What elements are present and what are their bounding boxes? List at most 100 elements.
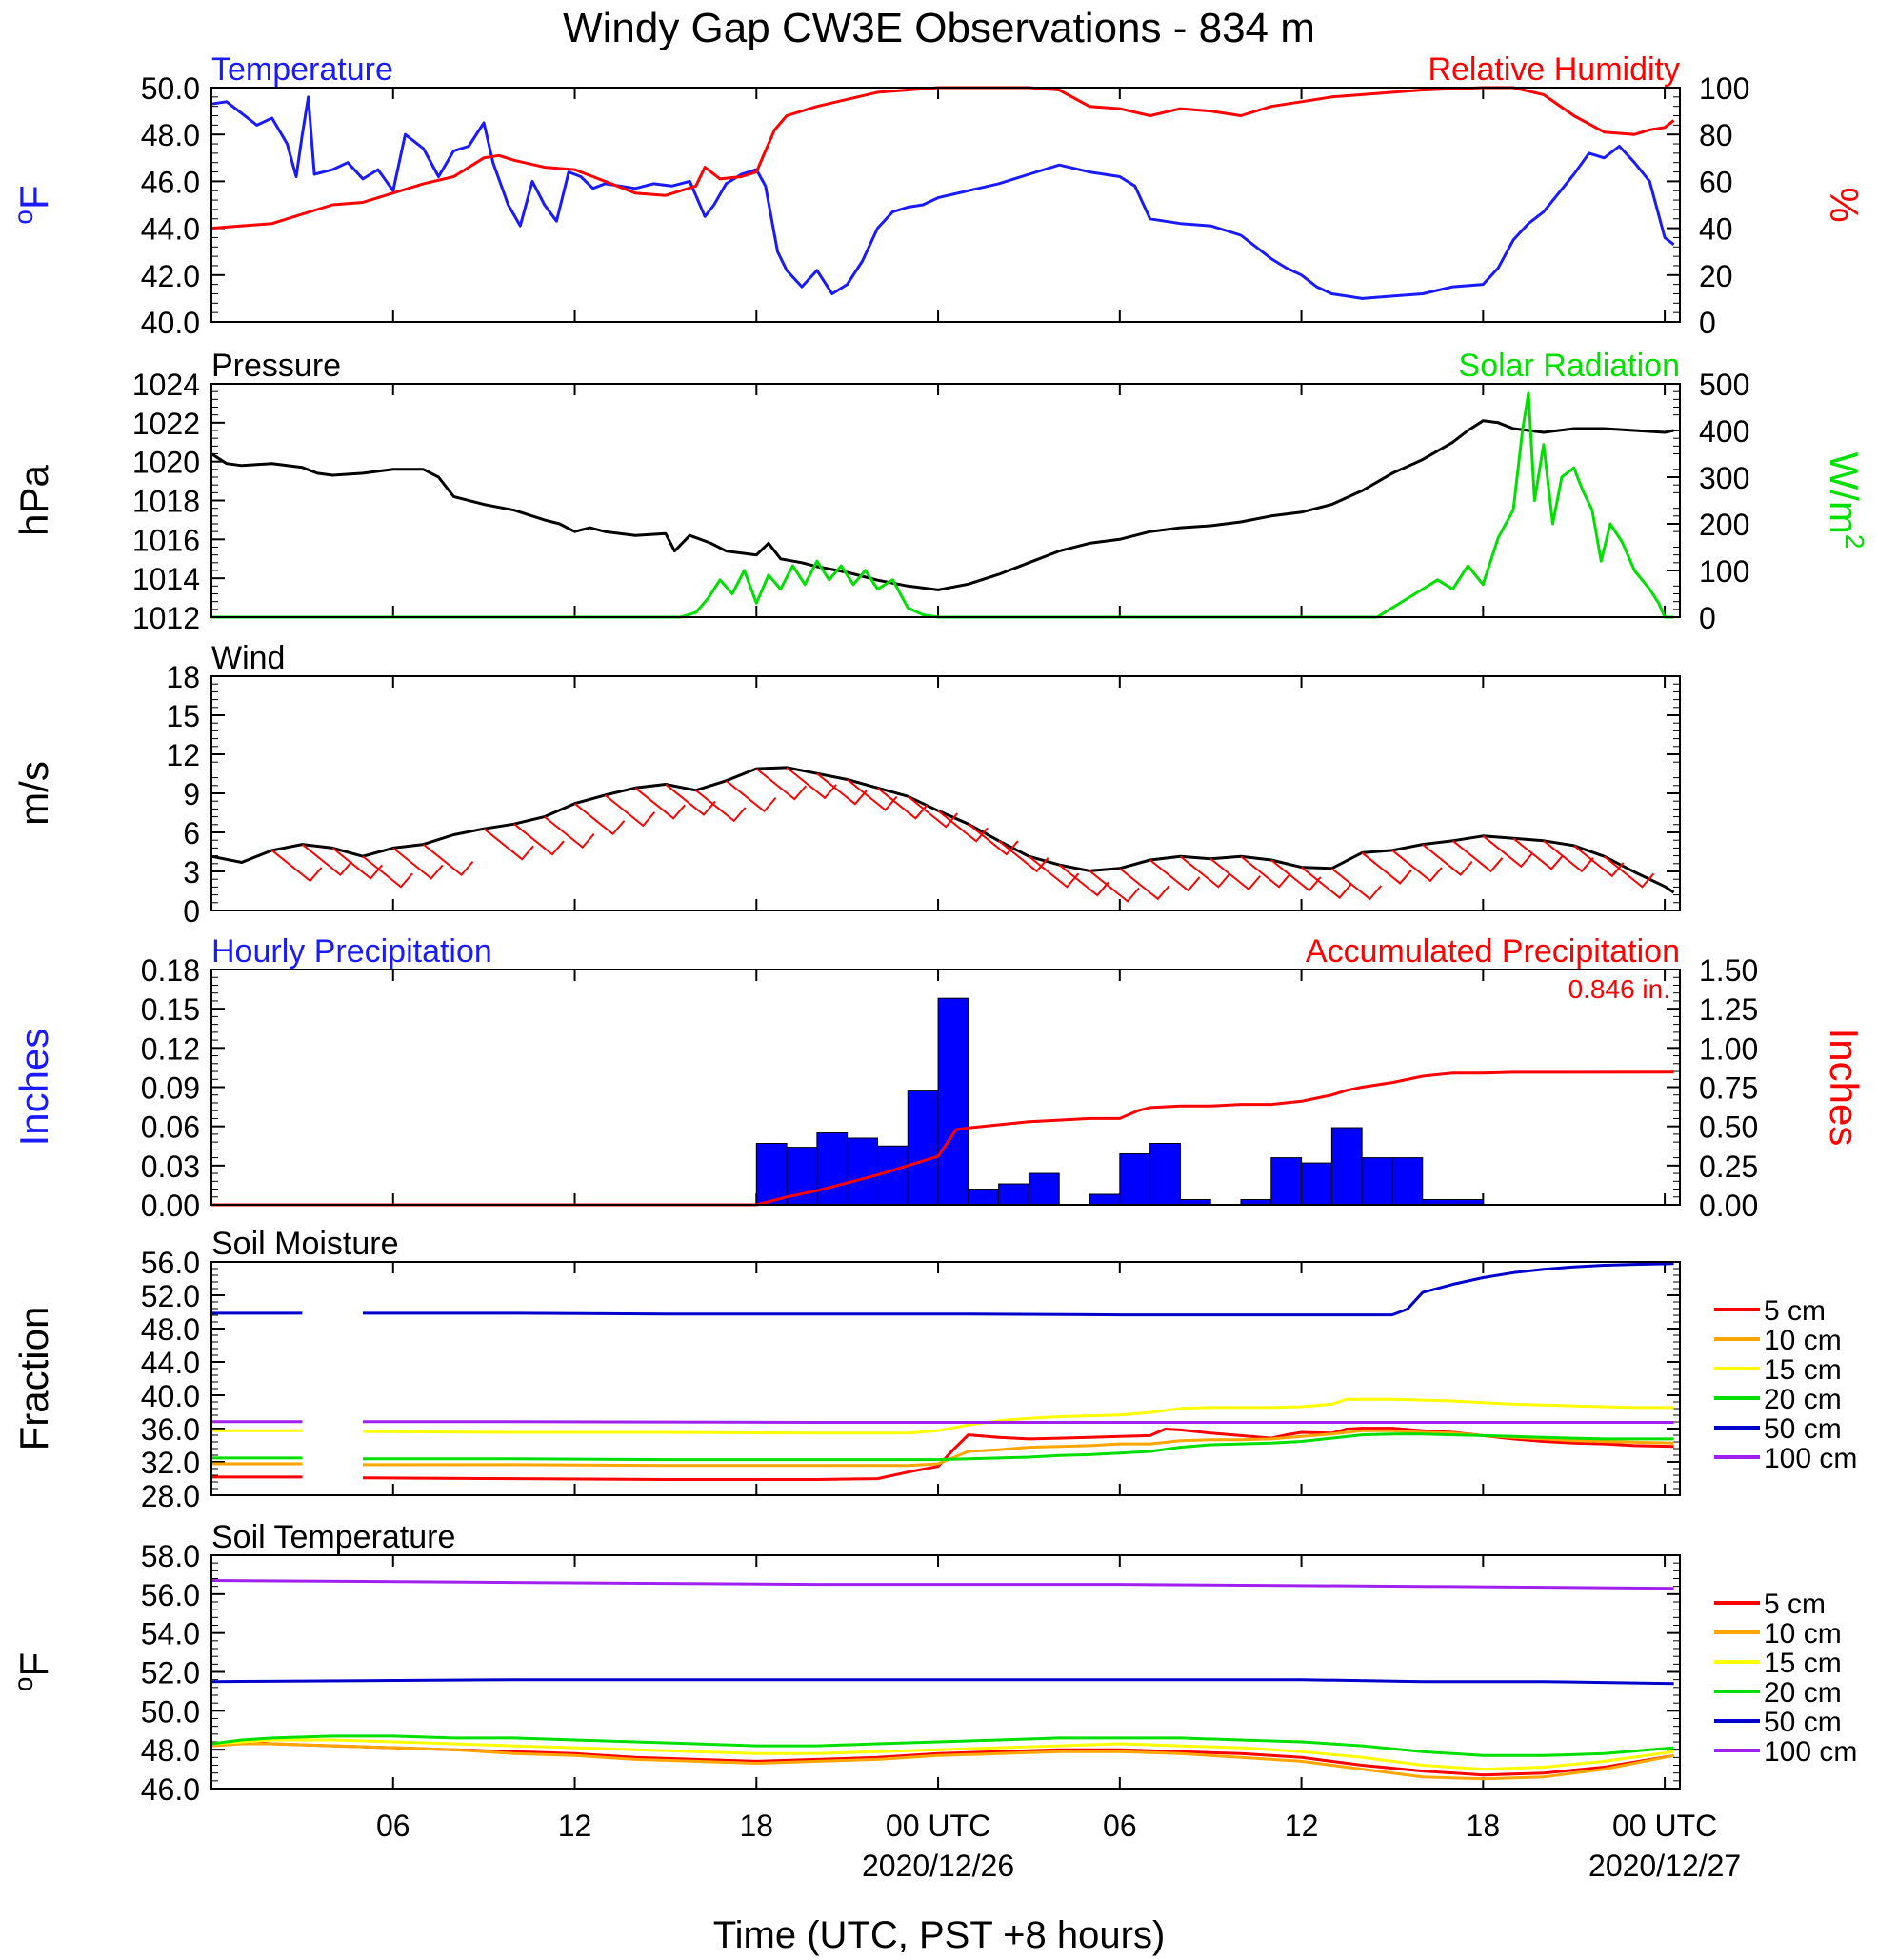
y2-tick-label: 1.00	[1699, 1031, 1758, 1066]
x-tick-label: 18	[739, 1809, 773, 1843]
x-tick-label: 00 UTC	[886, 1809, 990, 1843]
x-tick-label: 12	[558, 1809, 592, 1843]
legend-label: 5 cm	[1764, 1589, 1826, 1620]
y-tick-label: 1024	[132, 368, 200, 402]
wind-barb	[1391, 850, 1443, 883]
wind-barb	[1300, 866, 1352, 899]
x-date-label: 2020/12/26	[862, 1849, 1014, 1883]
legend-label: 100 cm	[1764, 1736, 1857, 1768]
wind-barb	[1149, 859, 1201, 892]
series-line-10 cm	[210, 1742, 1674, 1781]
y-tick-label: 56.0	[141, 1246, 200, 1280]
wind-barb	[1422, 843, 1473, 876]
panel-title-left: Hourly Precipitation	[211, 933, 492, 970]
y-tick-label: 48.0	[141, 1312, 200, 1347]
y-tick-label: 58.0	[141, 1539, 200, 1573]
wind-barb	[847, 778, 898, 811]
series-line-50 cm	[211, 1262, 1674, 1317]
wind-barb	[1451, 840, 1504, 873]
legend-label: 50 cm	[1764, 1413, 1842, 1445]
panel-wind: 0 3 6 9 12 15 18 Wind m/s	[11, 640, 1681, 929]
y2-tick-label: 0	[1699, 601, 1716, 635]
y2-tick-label: 0.25	[1699, 1150, 1758, 1184]
wind-barb	[1270, 859, 1322, 892]
y2-tick-label: 20	[1699, 259, 1733, 293]
y-tick-label: 36.0	[141, 1412, 200, 1447]
wind-barb	[1512, 837, 1564, 870]
precip-bar	[937, 997, 969, 1206]
series-line-1	[210, 86, 1675, 230]
series-line-15 cm	[211, 1397, 1674, 1435]
y2-tick-label: 0.75	[1699, 1071, 1758, 1106]
y-tick-label: 0.15	[141, 992, 200, 1027]
y-tick-label: 42.0	[141, 259, 200, 293]
y2-tick-label: 300	[1699, 461, 1749, 495]
series-line-0	[211, 1070, 1674, 1207]
y-tick-label: 28.0	[141, 1479, 200, 1513]
series-line-0	[210, 95, 1675, 300]
wind-barb	[725, 779, 777, 813]
y-tick-label: 1014	[132, 562, 200, 596]
wind-barb	[1089, 870, 1140, 903]
wind-barb	[937, 810, 989, 843]
y-tick-label: 1012	[132, 601, 200, 635]
y2-axis-unit: %	[1822, 187, 1867, 222]
y-tick-label: 0.06	[141, 1110, 200, 1145]
precip-bar	[1391, 1157, 1424, 1206]
y-tick-label: 44.0	[141, 212, 200, 247]
y-tick-label: 54.0	[141, 1617, 200, 1651]
y-tick-label: 1020	[132, 446, 200, 480]
panel-title-right: Relative Humidity	[1428, 51, 1680, 88]
wind-barb	[755, 768, 808, 801]
panel-soil_moisture: 28.032.036.040.044.048.052.056.0 Soil Moi…	[11, 1226, 1857, 1513]
y2-tick-label: 0.50	[1699, 1110, 1758, 1145]
y-tick-label: 50.0	[141, 71, 200, 106]
precip-bar	[816, 1132, 849, 1206]
series-line-20 cm	[211, 1432, 1674, 1462]
wind-barb	[1179, 855, 1231, 889]
y-tick-label: 6	[183, 816, 200, 850]
y-tick-label: 46.0	[141, 165, 200, 199]
wind-barb	[786, 767, 837, 800]
y-tick-label: 9	[183, 777, 200, 811]
panel-soil_temp: 46.0 48.0 50.0 52.0 54.0 56.0 58.0 Soil Tempera…	[9, 1519, 1857, 1807]
y2-tick-label: 0	[1699, 306, 1716, 340]
y-tick-label: 0.03	[141, 1150, 200, 1184]
x-axis-title: Time (UTC, PST +8 hours)	[713, 1914, 1166, 1956]
chart-panels: 40.042.044.046.048.050.0020406080100Temp…	[9, 51, 1869, 1807]
time-axis: 06 12 18 00 UTC 2020/12/26 06 12 18 00 UTC 2020/1…	[376, 1809, 1741, 1883]
series-line-100 cm	[211, 1420, 1674, 1424]
y-tick-label: 48.0	[141, 1733, 200, 1768]
y2-tick-label: 100	[1699, 554, 1749, 589]
y2-tick-label: 200	[1699, 508, 1749, 542]
y2-tick-label: 500	[1699, 368, 1749, 402]
y2-axis-unit: Inches	[1822, 1029, 1867, 1147]
precip-bar	[876, 1145, 909, 1206]
y-tick-label: 50.0	[141, 1694, 200, 1729]
wind-barb	[1482, 835, 1534, 869]
legend-label: 15 cm	[1764, 1648, 1842, 1679]
y-tick-label: 44.0	[141, 1346, 200, 1380]
panel-title-right: Solar Radiation	[1459, 348, 1680, 384]
series-line-5 cm	[210, 1740, 1674, 1777]
y-axis-unit: Fraction	[11, 1307, 56, 1451]
legend-label: 20 cm	[1764, 1384, 1842, 1415]
y-tick-label: 15	[166, 699, 200, 733]
y-tick-label: 1016	[132, 523, 200, 557]
chart-title: Windy Gap CW3E Observations - 834 m	[563, 5, 1315, 51]
y2-tick-label: 40	[1699, 212, 1733, 247]
panel-title-left: Temperature	[211, 51, 393, 88]
x-date-label: 2020/12/27	[1588, 1849, 1741, 1883]
panel-title-right: Accumulated Precipitation	[1306, 933, 1680, 970]
y2-tick-label: 80	[1699, 118, 1733, 152]
y2-axis-unit: W/m2	[1822, 452, 1869, 550]
precip-bar	[1301, 1162, 1332, 1206]
wind-barb	[665, 783, 716, 816]
x-tick-label: 12	[1285, 1809, 1319, 1843]
precip-bar	[847, 1137, 878, 1206]
panel-frame	[210, 87, 1681, 323]
x-tick-label: 06	[1103, 1809, 1137, 1843]
precip-bar	[755, 1143, 788, 1206]
wind-barb	[1361, 851, 1412, 885]
